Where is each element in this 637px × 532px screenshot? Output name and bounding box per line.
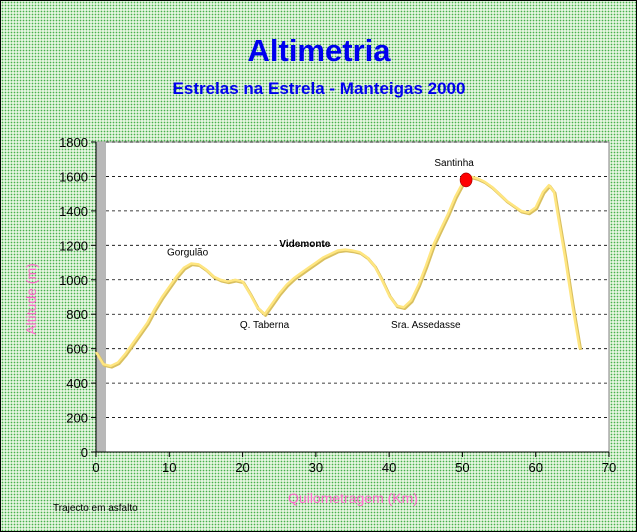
annotation-label: Sra. Assedasse [391,320,461,331]
y-tick-label: 0 [81,445,88,460]
plot-area [95,141,610,453]
x-tick-label: 20 [235,460,249,475]
summit-label: Santinha [434,158,474,169]
chart-title: Altimetria [248,33,392,68]
y-tick-label: 1400 [59,204,88,219]
y-axis-title: Altitude (m) [23,263,39,335]
y-tick-label: 1200 [59,238,88,253]
y-axis-ticks: 0 200 400 600 800 1000 1200 1400 1600 1800 [59,135,96,460]
y-tick-label: 1600 [59,169,88,184]
annotation-label: Q. Taberna [240,320,290,331]
x-tick-label: 50 [455,460,469,475]
y-tick-label: 1800 [59,135,88,150]
x-tick-label: 10 [162,460,176,475]
annotation-label: Gorgulão [167,248,209,259]
summit-marker [459,172,473,188]
plot-side-wall [96,142,106,452]
chart-subtitle: Estrelas na Estrela - Manteigas 2000 [173,79,466,98]
y-tick-label: 400 [66,376,88,391]
altitude-line [94,175,581,368]
x-tick-label: 40 [382,460,396,475]
x-tick-label: 70 [602,460,616,475]
route-note: Trajecto em asfalto [53,503,138,514]
x-axis-title: Quilometragem (Km) [288,490,418,506]
y-tick-label: 1000 [59,273,88,288]
x-tick-label: 60 [528,460,542,475]
x-tick-label: 30 [309,460,323,475]
x-axis-ticks: 0 10 20 30 40 50 60 70 [92,142,616,475]
annotations: Gorgulão Videmonte Q. Taberna Sra. Assedass… [167,239,461,331]
y-tick-label: 200 [66,411,88,426]
y-tick-label: 800 [66,307,88,322]
x-tick-label: 0 [92,460,99,475]
annotation-label: Videmonte [279,239,330,250]
y-tick-label: 600 [66,342,88,357]
